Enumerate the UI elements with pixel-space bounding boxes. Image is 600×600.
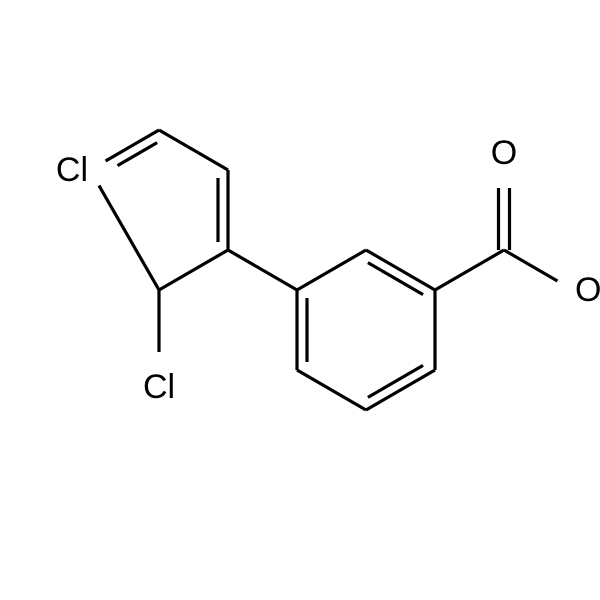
atom-label-a5: Cl	[56, 151, 88, 189]
atom-label-a15: OH	[575, 271, 600, 309]
atom-label-a14: O	[491, 134, 517, 172]
atom-label-a7: Cl	[143, 368, 175, 406]
molecule-diagram: Cl Cl O OH	[0, 0, 600, 600]
